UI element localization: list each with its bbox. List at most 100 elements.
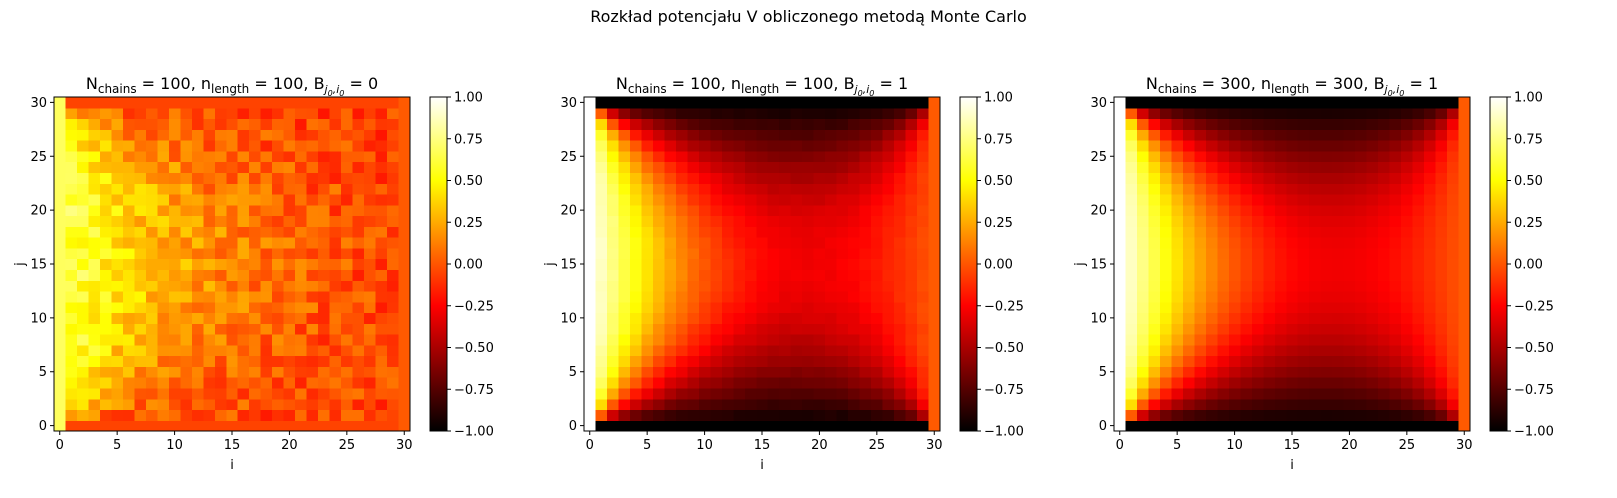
heatmap-cell <box>825 161 838 174</box>
heatmap-cell <box>1286 323 1299 335</box>
heatmap-cell <box>1205 377 1218 389</box>
heatmap-cell <box>1378 247 1391 260</box>
heatmap-cell <box>387 258 400 270</box>
heatmap-cell <box>744 301 757 314</box>
heatmap-cell <box>122 226 135 238</box>
heatmap-cell <box>203 140 216 152</box>
heatmap-cell <box>99 344 113 357</box>
heatmap-cell <box>341 247 354 260</box>
heatmap-cell <box>779 344 792 357</box>
x-tick-label: 25 <box>1399 438 1416 453</box>
heatmap-cell <box>168 204 181 217</box>
heatmap-cell <box>364 183 377 195</box>
heatmap-cell <box>1412 97 1425 109</box>
heatmap-cell <box>813 237 826 249</box>
heatmap-cell <box>99 366 113 378</box>
heatmap-cell <box>1171 312 1184 324</box>
heatmap-cell <box>1182 140 1195 152</box>
heatmap-cell <box>744 118 757 130</box>
heatmap-cell <box>1171 301 1184 314</box>
heatmap-cell <box>226 204 239 217</box>
heatmap-cell <box>894 366 907 378</box>
heatmap-cell <box>733 140 746 152</box>
heatmap-cell <box>618 387 631 400</box>
heatmap-cell <box>905 334 918 346</box>
heatmap-cell <box>1389 140 1402 152</box>
heatmap-cell <box>1251 312 1264 324</box>
heatmap-cell <box>1159 258 1173 270</box>
heatmap-cell <box>1205 366 1218 378</box>
heatmap-cell <box>260 97 273 109</box>
heatmap-cell <box>606 237 620 249</box>
heatmap-cell <box>1355 183 1368 195</box>
y-tick-label: 10 <box>30 311 47 326</box>
heatmap-cell <box>1332 150 1345 163</box>
heatmap-cell <box>779 398 792 411</box>
heatmap-cell <box>813 215 826 227</box>
heatmap-cell <box>721 409 734 421</box>
heatmap-cell <box>1286 237 1299 249</box>
heatmap-cell <box>1343 107 1356 120</box>
heatmap-cell <box>272 398 285 411</box>
heatmap-cell <box>1343 377 1356 389</box>
heatmap-cell <box>1343 150 1356 163</box>
heatmap-cell <box>1136 409 1150 421</box>
heatmap-cell <box>134 420 147 432</box>
heatmap-cell <box>721 334 734 346</box>
heatmap-cell <box>779 215 792 227</box>
x-tick-label: 5 <box>643 438 651 453</box>
heatmap-cell <box>191 366 204 378</box>
heatmap-cell <box>1286 344 1299 357</box>
heatmap-cell <box>260 409 273 421</box>
heatmap-cell <box>398 204 411 217</box>
heatmap-cell <box>329 97 342 109</box>
heatmap-cell <box>894 193 907 206</box>
heatmap-cell <box>1194 398 1207 411</box>
heatmap-cell <box>203 377 216 389</box>
heatmap-cell <box>318 409 331 421</box>
heatmap-cell <box>1378 129 1391 141</box>
heatmap-cell <box>237 118 250 130</box>
heatmap-cell <box>237 193 250 206</box>
heatmap-cell <box>375 366 388 378</box>
heatmap-cell <box>710 280 723 292</box>
heatmap-cell <box>111 118 124 130</box>
heatmap-cell <box>272 420 285 432</box>
heatmap-cell <box>1412 161 1425 174</box>
heatmap-cell <box>744 172 757 184</box>
heatmap-cell <box>756 334 769 346</box>
heatmap-cell <box>1274 387 1287 400</box>
heatmap-cell <box>65 107 78 120</box>
heatmap-cell <box>1194 140 1207 152</box>
heatmap-cell <box>122 420 135 432</box>
heatmap-cell <box>767 247 780 260</box>
heatmap-cell <box>1309 301 1322 314</box>
heatmap-cell <box>1148 355 1161 367</box>
heatmap-cell <box>652 334 665 346</box>
heatmap-cell <box>306 323 319 335</box>
heatmap-cell <box>1159 290 1173 303</box>
heatmap-cell <box>145 323 158 335</box>
heatmap-cell <box>1401 269 1414 281</box>
heatmap-cell <box>1309 258 1322 270</box>
heatmap-cell <box>1125 409 1138 421</box>
heatmap-cell <box>1240 387 1253 400</box>
heatmap-cell <box>122 140 135 152</box>
heatmap-cell <box>1182 398 1195 411</box>
heatmap-cell <box>813 140 826 152</box>
heatmap-cell <box>767 226 780 238</box>
heatmap-cell <box>664 97 677 109</box>
heatmap-cell <box>329 377 342 389</box>
heatmap-cell <box>1205 97 1218 109</box>
heatmap-cell <box>652 97 665 109</box>
heatmap-cell <box>802 226 815 238</box>
heatmap-cell <box>1343 290 1356 303</box>
heatmap-cell <box>1194 118 1207 130</box>
heatmap-cell <box>894 140 907 152</box>
heatmap-cell <box>398 355 411 367</box>
heatmap-cell <box>1263 129 1276 141</box>
heatmap-cell <box>859 172 872 184</box>
heatmap-cell <box>1125 377 1138 389</box>
heatmap-cell <box>111 129 124 141</box>
heatmap-cell <box>1171 355 1184 367</box>
